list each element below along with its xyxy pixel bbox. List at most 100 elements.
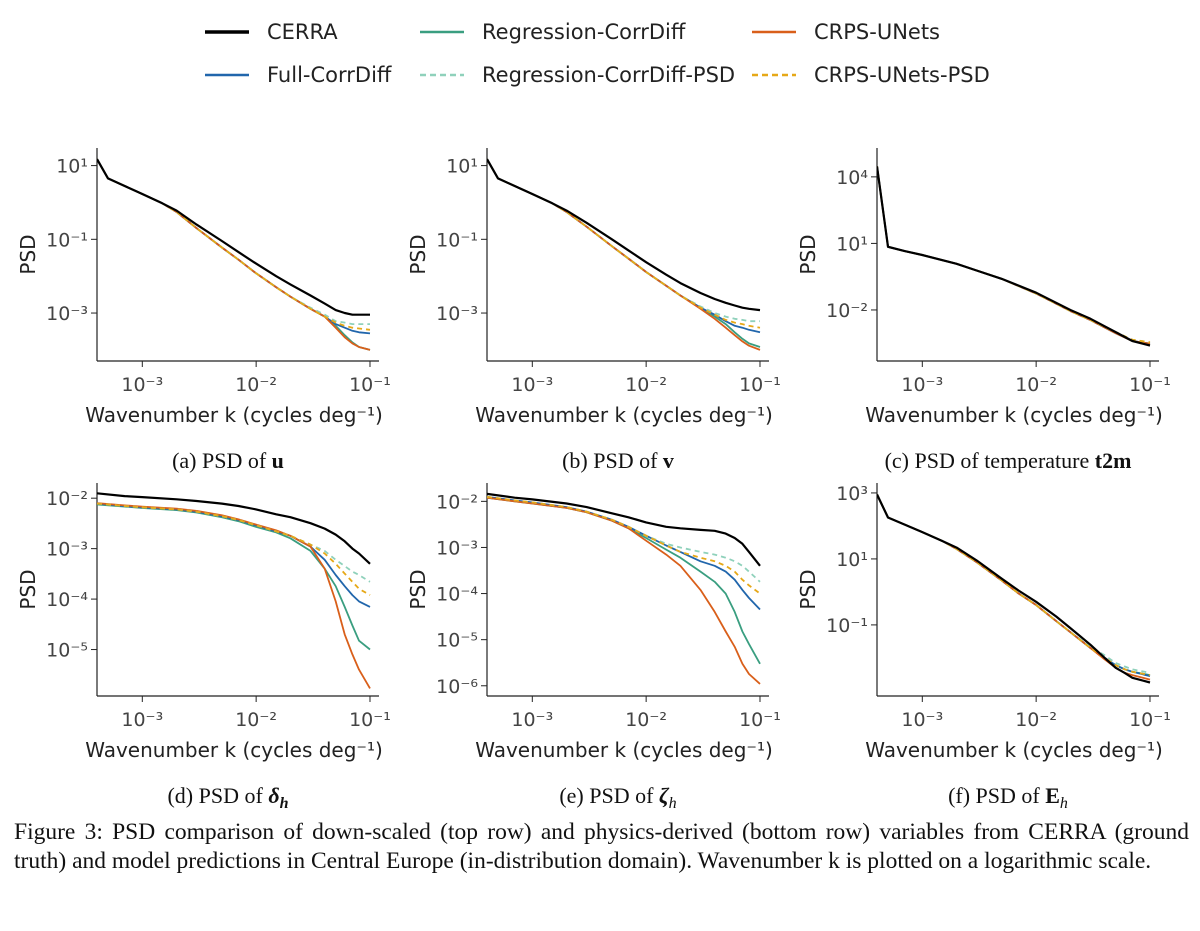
subcaption-subscript: h [280,795,289,812]
y-tick-label: 10¹ [56,156,88,178]
x-tick-label: 10⁻³ [511,374,553,396]
chart-panel-a: 10⁻³ 10⁻² 10⁻¹ 10¹ 10⁻¹ 10⁻³ PSD Wavenumber k (… [16,148,391,473]
y-tick-label: 10⁻⁴ [436,584,478,606]
series-line-regression-corrdiff [97,503,371,651]
x-tick-label: 10⁻¹ [739,374,781,396]
x-tick-label: 10⁻³ [121,374,163,396]
x-tick-label: 10⁻² [235,709,277,731]
series-line-cerra [487,492,761,567]
series-line-full-corrdiff [487,496,761,611]
subcaption: (a) PSD of u [172,448,284,473]
x-tick-label: 10⁻² [625,374,667,396]
series-line-cerra [97,492,371,565]
series-group [487,492,761,685]
series-group [877,166,1151,347]
legend-entry-regression-corrdiff: Regression-CorrDiff [420,20,686,44]
series-line-cerra [877,493,1151,684]
x-tick-label: 10⁻³ [511,709,553,731]
series-line-regression-corrdiff [877,494,1151,676]
x-tick-label: 10⁻¹ [349,709,391,731]
y-tick-label: 10¹ [836,549,868,571]
series-group [487,158,761,351]
series-group [97,158,371,351]
legend-entry-regression-corrdiff-psd: Regression-CorrDiff-PSD [420,63,735,87]
series-line-crps-unets-psd [877,494,1151,676]
x-tick-label: 10⁻¹ [1129,374,1171,396]
y-axis-label: PSD [796,234,820,274]
x-axis-label: Wavenumber k (cycles deg⁻¹) [85,403,383,427]
series-line-full-corrdiff [487,158,761,334]
subcaption-symbol: δ [268,783,279,808]
subcaption-subscript: h [669,795,677,812]
y-tick-label: 10¹ [446,156,478,178]
y-axis-label: PSD [16,234,40,274]
chart-panel-c: 10⁻³ 10⁻² 10⁻¹ 10⁴ 10¹ 10⁻² PSD Wavenumber k (c… [796,148,1171,473]
series-line-crps-unets-psd [97,502,371,596]
series-line-cerra [97,158,370,316]
subcaption: (e) PSD of ζh [559,783,676,812]
series-group [97,492,371,689]
y-tick-label: 10⁻³ [46,303,88,325]
subcaption-prefix: (a) PSD of [172,448,272,473]
x-tick-label: 10⁻³ [901,374,943,396]
y-axis-label: PSD [796,569,820,609]
series-line-full-corrdiff [877,494,1151,677]
y-tick-label: 10⁻³ [436,537,478,559]
chart-panel-e: 10⁻³ 10⁻² 10⁻¹ 10⁻² 10⁻³ 10⁻⁴ 10⁻⁵ 10⁻⁶ PSD Waven… [406,483,781,812]
subcaption-prefix: (f) PSD of [948,783,1045,808]
chart-panel-b: 10⁻³ 10⁻² 10⁻¹ 10¹ 10⁻¹ 10⁻³ PSD Wavenumber k (… [406,148,781,473]
legend-label: CRPS-UNets-PSD [814,63,990,87]
y-axis-label: PSD [406,234,430,274]
y-tick-label: 10¹ [836,233,868,255]
x-tick-label: 10⁻³ [901,709,943,731]
y-tick-label: 10⁻⁴ [46,589,88,611]
series-line-regression-corrdiff-psd [97,158,370,326]
legend-label: Regression-CorrDiff-PSD [482,63,735,87]
subcaption-prefix: (c) PSD of temperature [885,448,1095,473]
legend-entry-crps-unets: CRPS-UNets [752,20,940,44]
subcaption-symbol: E [1045,783,1060,808]
series-line-regression-corrdiff-psd [877,494,1151,674]
series-line-crps-unets [97,158,371,351]
series-line-regression-corrdiff [487,158,761,348]
x-tick-label: 10⁻¹ [739,709,781,731]
y-tick-label: 10⁻¹ [436,229,478,251]
series-line-crps-unets [487,158,761,351]
subcaption-prefix: (d) PSD of [167,783,268,808]
subcaption-prefix: (e) PSD of [559,783,659,808]
series-line-cerra [487,158,761,312]
series-line-cerra [877,166,1151,347]
x-axis-label: Wavenumber k (cycles deg⁻¹) [85,738,383,762]
series-line-crps-unets-psd [487,158,761,329]
legend-entry-cerra: CERRA [205,20,338,44]
legend-entry-full-corrdiff: Full-CorrDiff [205,63,392,87]
series-line-crps-unets [487,496,761,685]
y-tick-label: 10⁻⁵ [46,640,88,662]
subcaption-symbol: u [272,448,284,473]
y-tick-label: 10⁻¹ [46,229,88,251]
subcaption-symbol: ζ [659,783,670,808]
subcaption: (f) PSD of Eh [948,783,1068,812]
legend-label: CERRA [267,20,338,44]
y-tick-label: 10⁻⁶ [436,676,478,698]
legend-label: Regression-CorrDiff [482,20,686,44]
x-axis-label: Wavenumber k (cycles deg⁻¹) [475,403,773,427]
y-tick-label: 10⁻² [826,300,868,322]
x-tick-label: 10⁻³ [121,709,163,731]
chart-panel-f: 10⁻³ 10⁻² 10⁻¹ 10³ 10¹ 10⁻¹ PSD Wavenumber k (c… [796,483,1171,812]
series-group [877,493,1151,684]
subcaption: (b) PSD of v [562,448,674,473]
x-tick-label: 10⁻² [1015,709,1057,731]
x-tick-label: 10⁻² [625,709,667,731]
series-line-regression-corrdiff-psd [487,158,760,323]
series-line-crps-unets-psd [487,496,761,595]
x-tick-label: 10⁻¹ [1129,709,1171,731]
series-line-regression-corrdiff [487,496,761,665]
legend-entry-crps-unets-psd: CRPS-UNets-PSD [752,63,990,87]
y-tick-label: 10⁻¹ [826,615,868,637]
chart-panel-d: 10⁻³ 10⁻² 10⁻¹ 10⁻² 10⁻³ 10⁻⁴ 10⁻⁵ PSD Wavenumbe… [16,483,391,812]
y-axis-label: PSD [406,569,430,609]
x-axis-label: Wavenumber k (cycles deg⁻¹) [865,403,1163,427]
legend-label: Full-CorrDiff [267,63,392,87]
